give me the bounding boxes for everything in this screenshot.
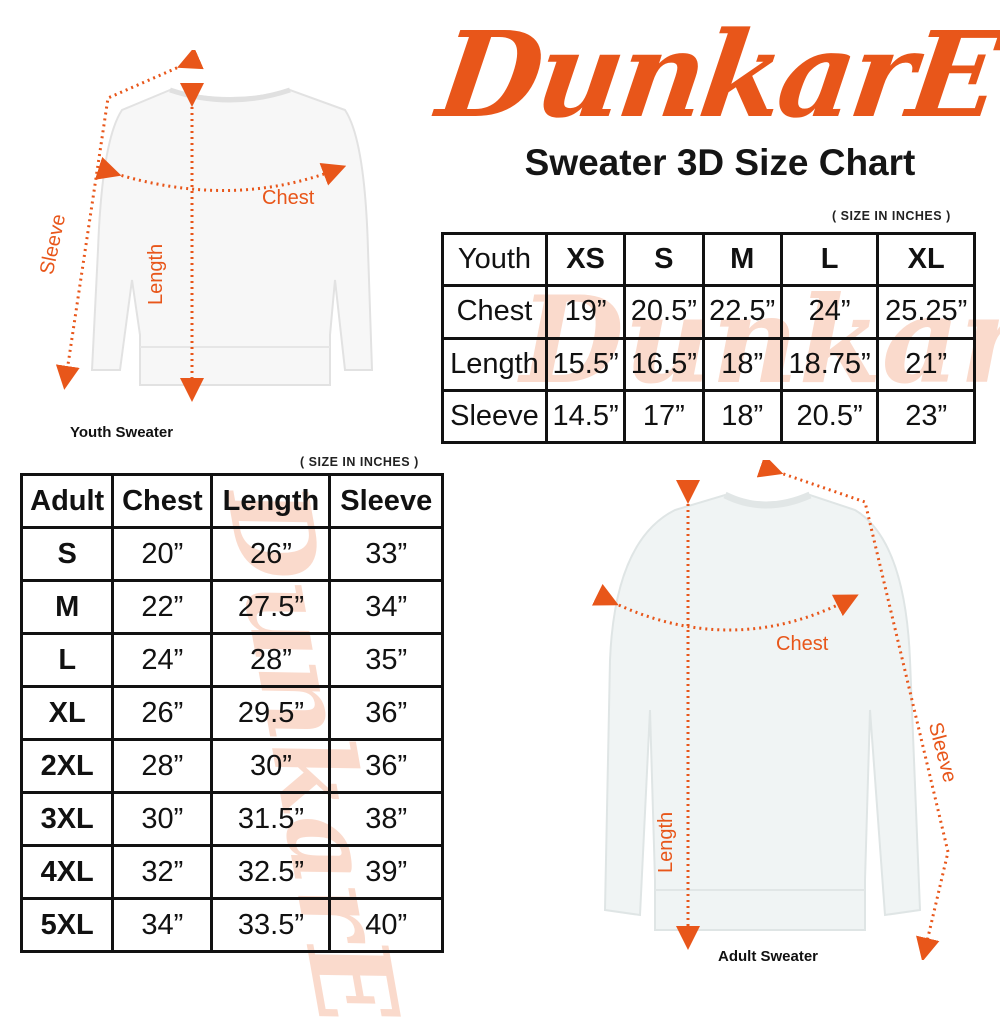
header-cell: Adult	[19, 473, 115, 529]
adult-unit-note: ( SIZE IN INCHES )	[300, 455, 419, 469]
cell: 39”	[328, 844, 444, 900]
adult-chest-label: Chest	[776, 633, 829, 655]
youth-length-label: Length	[145, 243, 167, 305]
header-cell: Sleeve	[328, 473, 444, 529]
cell: 22.5”	[701, 284, 783, 340]
youth-chest-label: Chest	[262, 187, 315, 209]
table-row: 3XL 30” 31.5” 38”	[19, 791, 444, 847]
table-row: 5XL 34” 33.5” 40”	[19, 897, 444, 953]
row-label: 4XL	[19, 844, 115, 900]
cell: 22”	[111, 579, 214, 635]
cell: 40”	[328, 897, 444, 953]
cell: 34”	[111, 897, 214, 953]
cell: 21”	[876, 336, 976, 392]
cell: 25.25”	[876, 284, 976, 340]
header-cell: M	[701, 231, 783, 288]
cell: 18.75”	[779, 336, 880, 392]
row-label: S	[19, 526, 115, 582]
cell: 35”	[328, 632, 444, 688]
adult-length-label: Length	[655, 811, 677, 873]
youth-sweater-caption: Youth Sweater	[70, 424, 174, 441]
cell: 20.5”	[623, 284, 705, 340]
cell: 38”	[328, 791, 444, 847]
table-row: S 20” 26” 33”	[19, 526, 444, 582]
cell: 31.5”	[210, 791, 332, 847]
cell: 32.5”	[210, 844, 332, 900]
cell: 33”	[328, 526, 444, 582]
cell: 16.5”	[623, 336, 705, 392]
adult-size-table: Adult Chest Length Sleeve S 20” 26” 33” M 22”…	[19, 473, 444, 953]
cell: 17”	[623, 388, 705, 445]
row-label: Sleeve	[441, 388, 548, 445]
youth-unit-note: ( SIZE IN INCHES )	[832, 209, 951, 223]
header-cell: L	[779, 231, 880, 288]
row-label: 5XL	[19, 897, 115, 953]
header-cell: XS	[544, 231, 627, 288]
cell: 14.5”	[544, 388, 627, 445]
table-row: M 22” 27.5” 34”	[19, 579, 444, 635]
cell: 26”	[111, 685, 214, 741]
brand-logo: DunkarE	[430, 5, 1000, 144]
table-row: 2XL 28” 30” 36”	[19, 738, 444, 794]
header-cell: Chest	[111, 473, 214, 529]
table-row: Sleeve 14.5” 17” 18” 20.5” 23”	[441, 388, 976, 445]
cell: 32”	[111, 844, 214, 900]
table-row: Adult Chest Length Sleeve	[19, 473, 444, 529]
row-label: XL	[19, 685, 115, 741]
cell: 29.5”	[210, 685, 332, 741]
table-row: L 24” 28” 35”	[19, 632, 444, 688]
row-label: M	[19, 579, 115, 635]
cell: 36”	[328, 685, 444, 741]
cell: 24”	[111, 632, 214, 688]
cell: 34”	[328, 579, 444, 635]
youth-size-table: Youth XS S M L XL Chest 19” 20.5” 22.5” …	[441, 231, 976, 445]
row-label: L	[19, 632, 115, 688]
cell: 20”	[111, 526, 214, 582]
cell: 26”	[210, 526, 332, 582]
header-cell: Youth	[441, 231, 548, 288]
cell: 27.5”	[210, 579, 332, 635]
adult-sweater-caption: Adult Sweater	[718, 948, 819, 965]
table-row: Chest 19” 20.5” 22.5” 24” 25.25”	[441, 284, 976, 340]
cell: 28”	[111, 738, 214, 794]
row-label: Length	[441, 336, 548, 392]
table-row: 4XL 32” 32.5” 39”	[19, 844, 444, 900]
header-cell: XL	[876, 231, 976, 288]
cell: 20.5”	[779, 388, 880, 445]
table-row: Length 15.5” 16.5” 18” 18.75” 21”	[441, 336, 976, 392]
row-label: 2XL	[19, 738, 115, 794]
header-cell: Length	[210, 473, 332, 529]
cell: 23”	[876, 388, 976, 445]
youth-sweater-illustration	[55, 50, 374, 402]
cell: 19”	[544, 284, 627, 340]
cell: 33.5”	[210, 897, 332, 953]
cell: 30”	[111, 791, 214, 847]
table-row: XL 26” 29.5” 36”	[19, 685, 444, 741]
row-label: Chest	[441, 284, 548, 340]
cell: 24”	[779, 284, 880, 340]
adult-sweater-illustration	[591, 460, 950, 960]
cell: 36”	[328, 738, 444, 794]
page-title: Sweater 3D Size Chart	[524, 142, 916, 183]
cell: 30”	[210, 738, 332, 794]
header-cell: S	[623, 231, 705, 288]
table-row: Youth XS S M L XL	[441, 231, 976, 288]
cell: 15.5”	[544, 336, 627, 392]
row-label: 3XL	[19, 791, 115, 847]
cell: 28”	[210, 632, 332, 688]
cell: 18”	[701, 336, 783, 392]
cell: 18”	[701, 388, 783, 445]
